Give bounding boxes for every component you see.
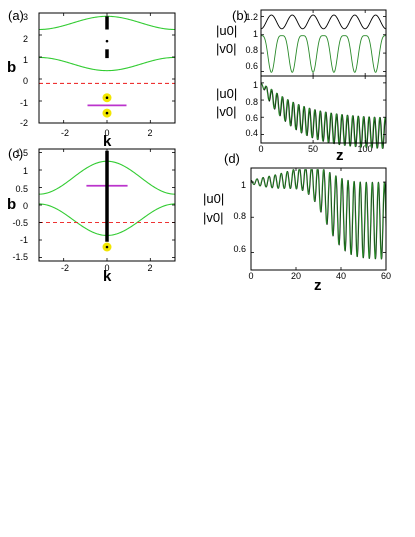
tick-labels-x-d: 0 20 40 60: [248, 271, 391, 281]
axes-frame-d: [250, 167, 387, 271]
tick-labels-y-b-top: 1.2 1 0.8 0.6: [245, 12, 258, 71]
tick-label: -2: [61, 128, 69, 138]
tick-label: 1: [241, 180, 246, 190]
band-curve-2: [38, 56, 176, 72]
tick-label: 0.6: [245, 113, 258, 123]
tick-label: 0: [23, 76, 28, 86]
tick-label: 2: [23, 34, 28, 44]
tick-label: -0.5: [12, 218, 28, 228]
eigen-point: [105, 96, 109, 99]
panel-label-b: (b): [232, 8, 248, 23]
tick-label: 0.8: [233, 211, 246, 221]
tick-label: 0.5: [15, 184, 28, 194]
tick-label: 1.2: [245, 12, 258, 22]
tick-label: 0: [104, 128, 109, 138]
tick-label: 0: [104, 263, 109, 273]
tick-label: 0.8: [245, 97, 258, 107]
tick-label: 1.5: [15, 148, 28, 158]
tick-labels-y-c: 1.5 1 0.5 0 -0.5 -1 -1.5: [12, 148, 28, 262]
plot-area-b-bottom: [260, 76, 387, 150]
tick-label: 2: [147, 128, 152, 138]
tick-labels-x-b: 0 50 100: [258, 144, 372, 154]
tick-label: 1: [253, 80, 258, 90]
axis-title-x-a: k: [103, 133, 112, 150]
tick-label: 40: [336, 271, 346, 281]
tick-label: 0: [258, 144, 263, 154]
axis-title-y-d-line2: |v0|: [203, 210, 223, 225]
tick-labels-y-a: 3 2 1 0 -1 -2: [20, 12, 28, 128]
plot-area-c: [38, 149, 176, 261]
axis-title-x-d: z: [314, 277, 322, 294]
tick-label: -2: [20, 118, 28, 128]
tick-label: -1.5: [12, 252, 28, 262]
tick-label: 50: [308, 144, 318, 154]
tick-labels-y-b-bottom: 1 0.8 0.6 0.4: [245, 80, 258, 138]
tick-label: 1: [23, 166, 28, 176]
axis-title-y-b-bottom-line1: |u0|: [216, 86, 237, 101]
tick-label: 1: [253, 29, 258, 39]
tick-labels-x-a: -2 0 2: [61, 128, 153, 138]
tick-label: 1: [23, 55, 28, 65]
axis-title-y-b-bottom-line2: |v0|: [216, 104, 236, 119]
tick-labels-x-c: -2 0 2: [61, 263, 153, 273]
panel-d: (d) |u0| |v0| 1 0.8 0.6 0 20 40 60 z: [203, 151, 391, 294]
tick-label: 0: [248, 271, 253, 281]
tick-label: 3: [23, 12, 28, 22]
axes-frame-c: [38, 148, 176, 262]
panel-c: (c) b k 1.5 1 0.5 0 -0.5 -1 -1.5 -2 0 2: [7, 146, 176, 285]
tick-label: 0.6: [233, 244, 246, 254]
tick-label: -2: [61, 263, 69, 273]
series-line-2: [260, 82, 387, 149]
axis-title-y-c: b: [7, 196, 16, 213]
plot-area-b-top: [260, 10, 387, 76]
tick-label: 60: [381, 271, 391, 281]
tick-label: 2: [147, 263, 152, 273]
axis-title-y-a: b: [7, 59, 16, 76]
axis-title-x-c: k: [103, 268, 112, 285]
series-line-1: [260, 82, 387, 150]
axis-title-y-d-line1: |u0|: [203, 191, 224, 206]
axes-frame-a: [38, 12, 176, 124]
series-line-1: [260, 14, 387, 30]
tick-label: -1: [20, 235, 28, 245]
eigen-point: [105, 111, 109, 115]
axis-title-y-b-top-line1: |u0|: [216, 23, 237, 38]
panel-a: (a) b k 3 2 1 0 -1 -2 -2 0 2: [7, 8, 176, 150]
series-line-2: [250, 169, 387, 260]
tick-label: -1: [20, 98, 28, 108]
tick-label: 0.8: [245, 45, 258, 55]
axis-title-y-b-top-line2: |v0|: [216, 41, 236, 56]
panel-label-a: (a): [8, 8, 24, 23]
tick-label: 0: [23, 201, 28, 211]
panel-label-c: (c): [8, 146, 23, 161]
axis-title-x-b: z: [336, 147, 344, 164]
panel-b: (b) |u0| |v0| 1.2 1 0.8 0.6 |u0| |v0| 1 …: [216, 8, 387, 164]
panel-label-d: (d): [224, 151, 240, 166]
tick-labels-y-d: 1 0.8 0.6: [233, 180, 246, 254]
axes-frame-b-bottom: [260, 75, 387, 144]
tick-label: 0.4: [245, 128, 258, 138]
plot-area-a: [38, 12, 176, 124]
spectrum-point: [105, 39, 109, 43]
tick-label: 0.6: [245, 61, 258, 71]
tick-label: 100: [357, 144, 372, 154]
tick-label: 20: [291, 271, 301, 281]
plot-area-d: [250, 168, 387, 270]
series-line-2: [261, 35, 386, 73]
eigen-point: [105, 245, 109, 249]
axes-frame-b-top: [260, 9, 387, 77]
